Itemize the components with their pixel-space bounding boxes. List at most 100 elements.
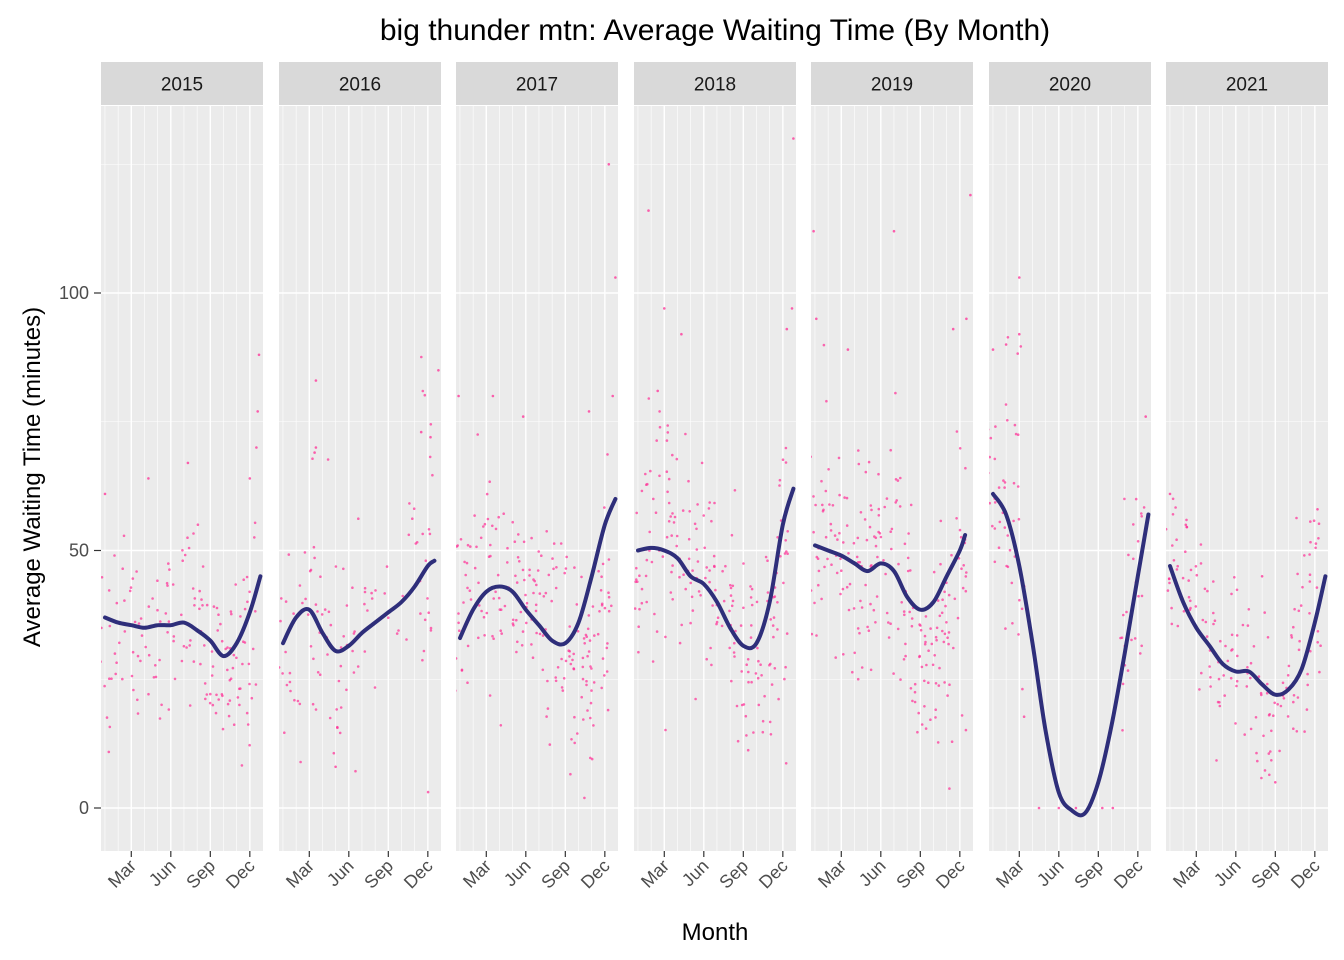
data-point	[640, 601, 644, 605]
data-point	[1125, 610, 1128, 614]
data-point	[334, 565, 338, 568]
data-point	[766, 591, 770, 594]
facet-strip-label: 2015	[161, 75, 203, 96]
data-point	[947, 593, 951, 597]
data-point	[829, 529, 833, 532]
data-point	[352, 632, 356, 635]
data-point	[696, 503, 699, 506]
data-point	[747, 680, 750, 684]
data-point	[835, 571, 839, 575]
data-point	[469, 545, 472, 548]
data-point	[363, 586, 367, 590]
data-point	[1194, 605, 1198, 608]
data-point	[1292, 694, 1296, 697]
data-point	[1266, 682, 1269, 686]
data-point	[911, 699, 914, 703]
data-point	[548, 743, 552, 746]
data-point	[408, 502, 411, 505]
x-tick-label: Mar	[637, 856, 673, 892]
data-point	[205, 603, 209, 607]
data-point	[885, 497, 889, 500]
data-point	[1306, 672, 1309, 676]
data-point	[852, 607, 856, 610]
data-point	[935, 626, 939, 630]
data-point	[875, 595, 879, 598]
data-point	[925, 663, 928, 667]
data-point	[596, 632, 600, 636]
data-point	[1171, 513, 1175, 516]
data-point	[335, 708, 339, 711]
data-point	[166, 631, 169, 634]
data-point	[689, 621, 692, 625]
data-point	[637, 650, 640, 654]
data-point	[1022, 715, 1026, 718]
data-point-outlier	[969, 193, 972, 197]
data-point	[583, 642, 586, 645]
data-point	[1262, 734, 1265, 738]
data-point	[1003, 481, 1007, 484]
data-point	[147, 692, 150, 696]
data-point	[894, 391, 897, 395]
data-point	[236, 696, 240, 699]
data-point	[739, 624, 743, 627]
data-point	[665, 535, 669, 539]
data-point	[516, 556, 520, 559]
data-point	[1018, 598, 1021, 602]
data-point	[867, 460, 871, 464]
panel-background	[811, 106, 973, 851]
data-point	[764, 555, 768, 559]
data-point	[700, 461, 704, 465]
data-point	[583, 796, 586, 800]
data-point	[556, 666, 560, 669]
data-point	[653, 612, 656, 616]
data-point	[947, 631, 951, 634]
data-point	[1254, 716, 1258, 719]
data-point	[820, 597, 823, 601]
data-point	[464, 573, 468, 577]
facet-strip-label: 2018	[694, 75, 736, 96]
data-point	[299, 760, 302, 764]
data-point-outlier	[103, 492, 107, 496]
data-point-outlier	[334, 765, 337, 769]
data-point	[205, 693, 209, 696]
x-tick-label: Sep	[715, 856, 752, 893]
data-point-outlier	[812, 229, 815, 233]
data-point	[1255, 751, 1258, 755]
smooth-trend-line	[991, 491, 1151, 818]
data-point	[513, 540, 517, 543]
facet-panel-2015: 2015 Mar Jun Sep Dec	[101, 62, 263, 892]
data-point	[105, 716, 109, 719]
data-point	[635, 578, 638, 581]
data-point	[1012, 481, 1016, 485]
data-point	[1270, 759, 1273, 762]
data-point	[959, 535, 963, 539]
data-point	[944, 604, 947, 608]
data-point	[903, 542, 907, 546]
data-point	[370, 591, 373, 595]
data-point	[1241, 623, 1245, 627]
data-point	[466, 586, 469, 590]
data-point	[338, 731, 342, 735]
data-point	[226, 702, 230, 706]
data-point	[845, 585, 849, 589]
data-point	[1263, 611, 1266, 614]
data-point	[1175, 568, 1179, 571]
data-point	[316, 671, 320, 674]
facet-panel-2018: 2018 Mar Jun Sep Dec	[634, 62, 796, 893]
data-point	[531, 656, 535, 659]
data-point	[1209, 676, 1212, 679]
data-point	[357, 517, 360, 520]
data-point	[904, 654, 907, 658]
data-point	[229, 610, 233, 613]
data-point	[707, 507, 711, 510]
data-point	[695, 548, 699, 551]
data-point	[204, 697, 207, 701]
data-point	[824, 535, 828, 539]
data-point	[427, 528, 431, 531]
data-point	[997, 546, 1001, 549]
data-point	[1127, 553, 1130, 557]
data-point	[428, 532, 432, 536]
points-layer	[811, 193, 972, 790]
data-point	[1003, 486, 1006, 489]
data-point	[276, 667, 279, 670]
